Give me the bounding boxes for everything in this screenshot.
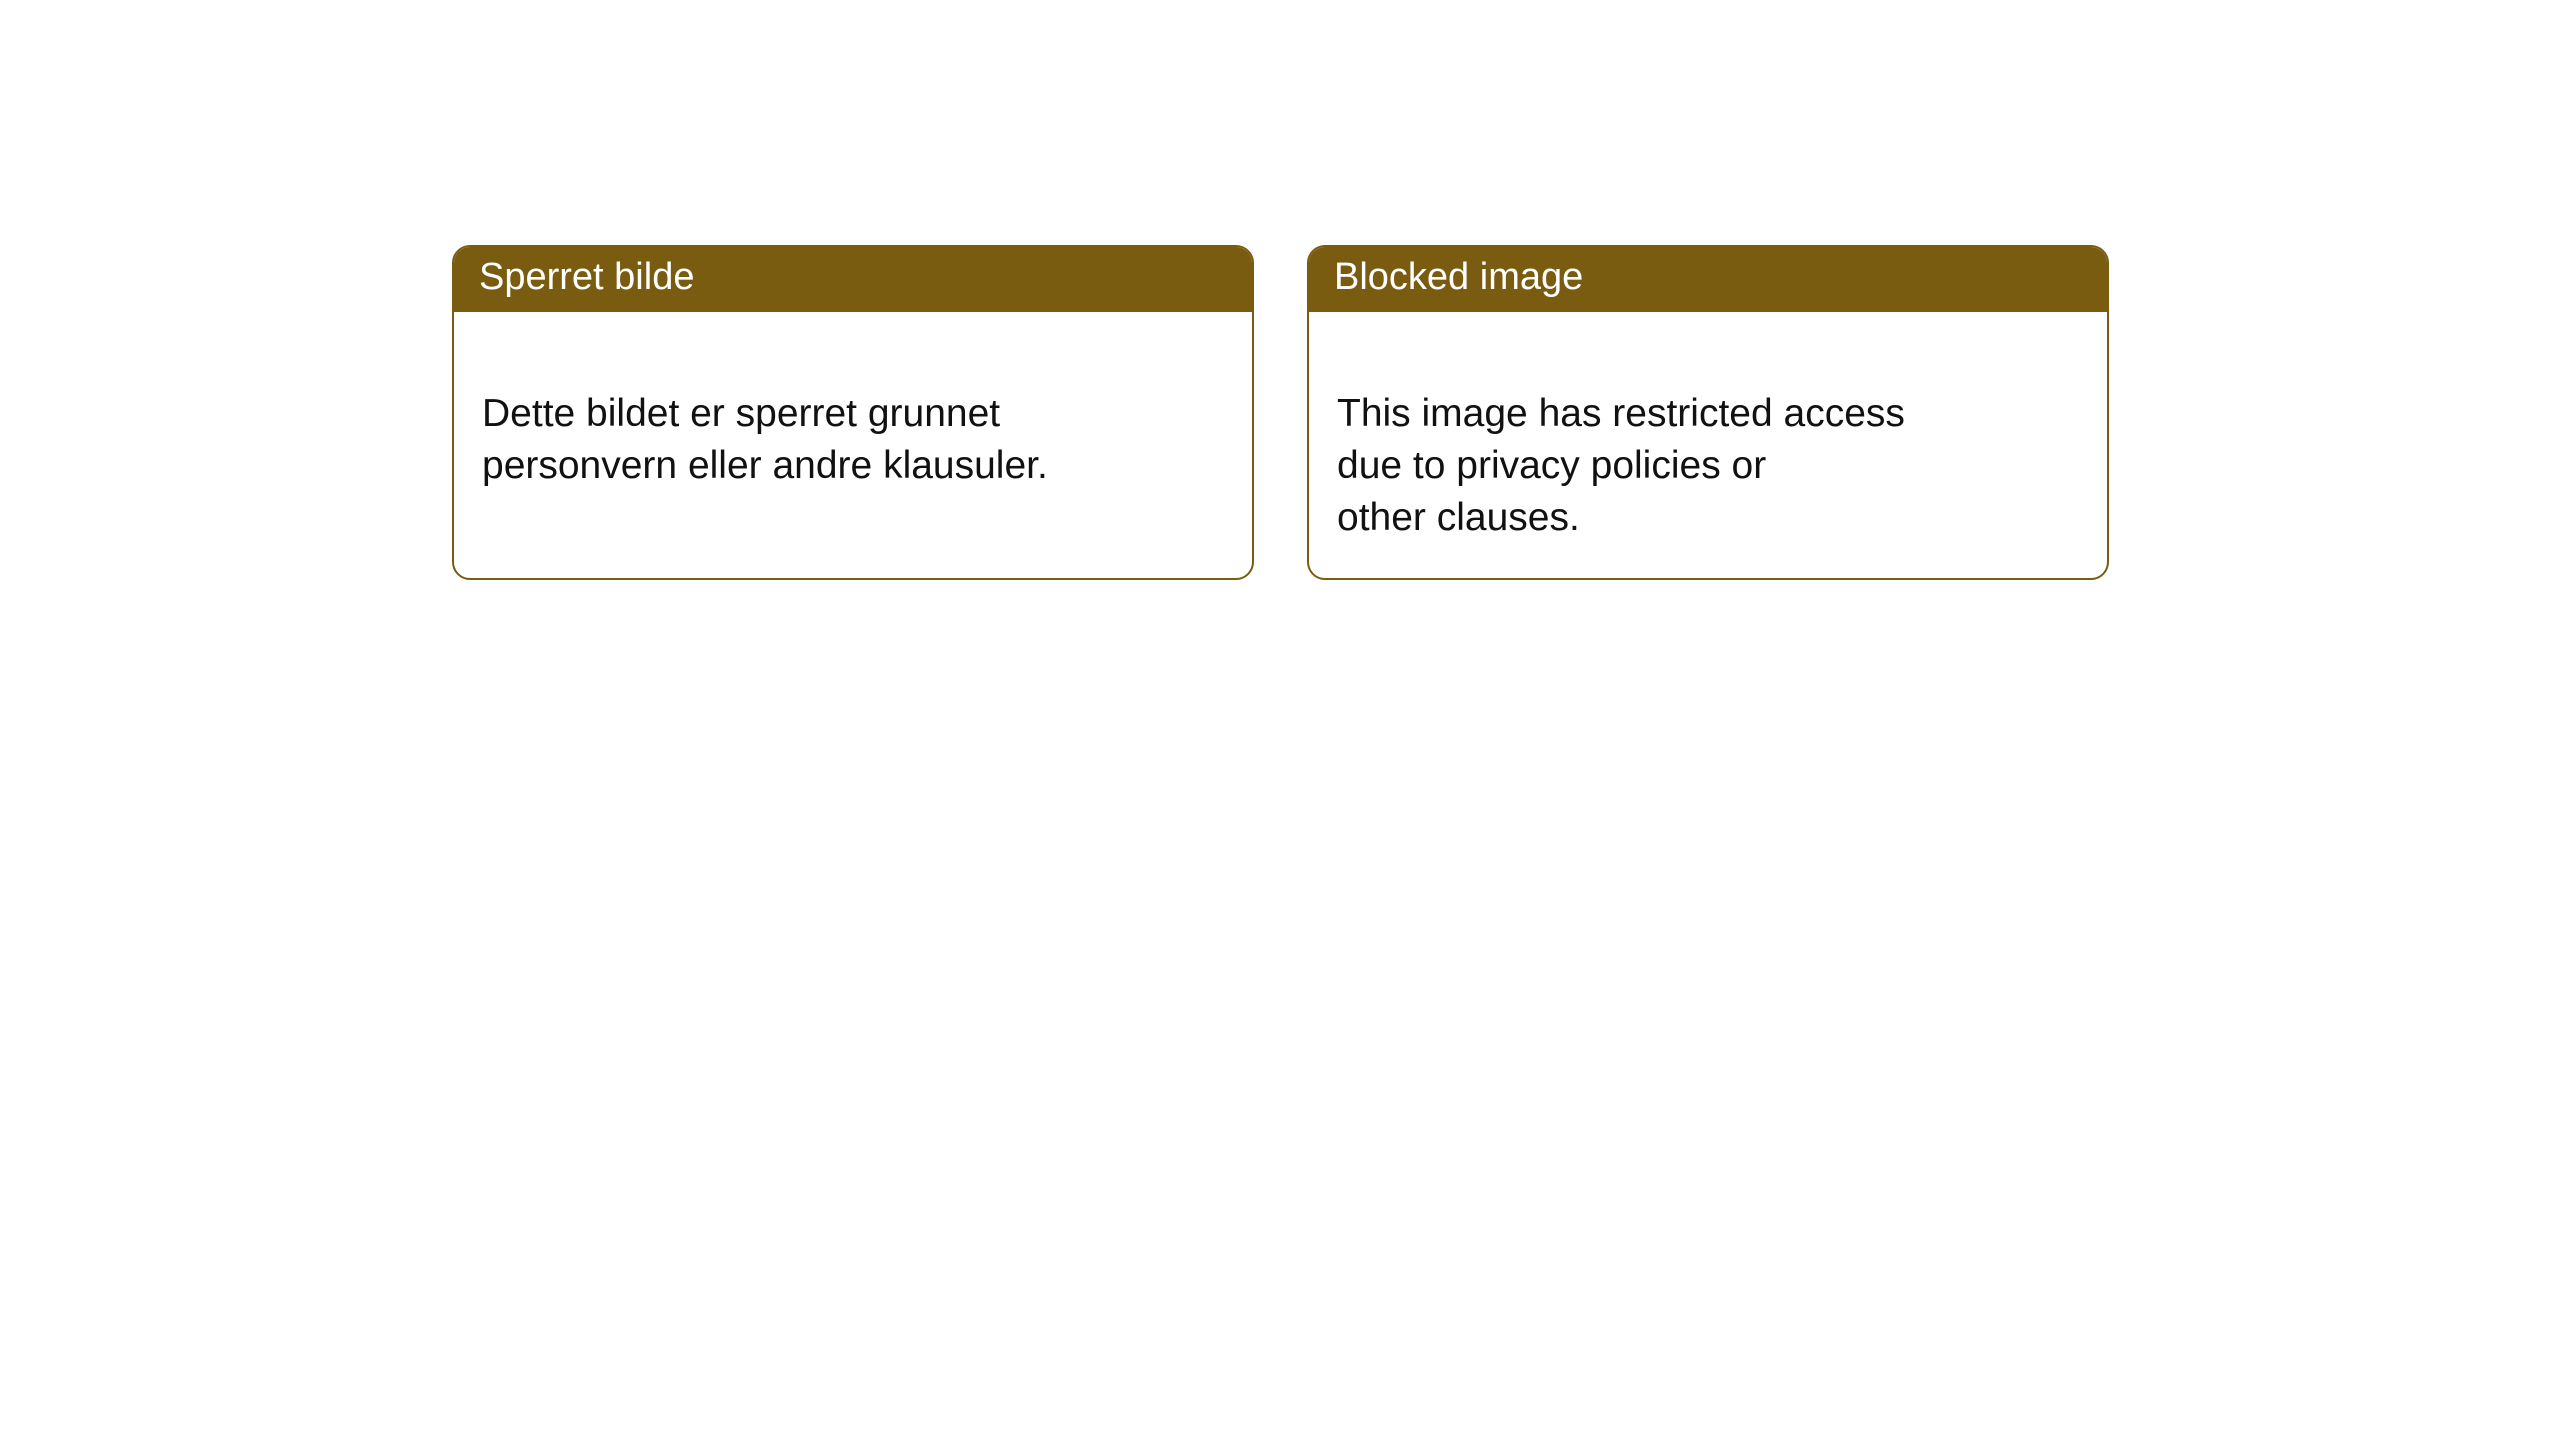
card-body-text: Dette bildet er sperret grunnet personve…: [482, 392, 1048, 487]
card-header: Blocked image: [1309, 247, 2107, 312]
card-body-text: This image has restricted access due to …: [1337, 392, 1905, 539]
notice-cards-container: Sperret bilde Dette bildet er sperret gr…: [452, 245, 2109, 580]
card-body: This image has restricted access due to …: [1309, 312, 2107, 569]
notice-card-english: Blocked image This image has restricted …: [1307, 245, 2109, 580]
card-header-text: Blocked image: [1334, 256, 1583, 298]
card-header: Sperret bilde: [454, 247, 1252, 312]
notice-card-norwegian: Sperret bilde Dette bildet er sperret gr…: [452, 245, 1254, 580]
card-header-text: Sperret bilde: [479, 256, 694, 298]
card-body: Dette bildet er sperret grunnet personve…: [454, 312, 1252, 518]
